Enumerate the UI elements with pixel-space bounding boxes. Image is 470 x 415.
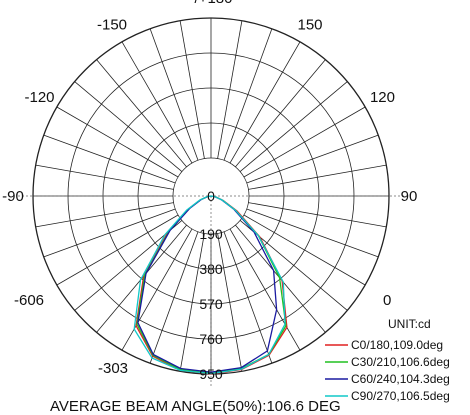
grid-spoke: [43, 134, 176, 184]
legend-entry: C30/210,106.6deg: [351, 355, 450, 369]
radial-label: 760: [199, 331, 223, 347]
grid-spoke: [229, 41, 301, 164]
grid-spoke: [96, 59, 187, 168]
grid-spoke: [217, 20, 243, 159]
grid-spoke: [43, 208, 176, 258]
grid-spoke: [217, 233, 243, 372]
beam-angle-footer: AVERAGE BEAM ANGLE(50%):106.6 DEG: [50, 398, 341, 415]
legend-entry: C60/240,104.3deg: [351, 372, 450, 386]
angle-label: -90: [2, 188, 24, 205]
grid-spoke: [223, 28, 273, 161]
grid-spoke: [243, 214, 366, 286]
grid-spoke: [246, 208, 379, 258]
axis-labels: -/+180 150 -150 120 -120 90 -90 0 190 380 570 760 95…: [2, 0, 417, 382]
grid-spoke: [179, 20, 205, 159]
grid-spoke: [243, 106, 366, 178]
curve-c90: [133, 195, 286, 375]
radial-label: 190: [199, 226, 223, 242]
grid-spoke: [229, 228, 301, 351]
grid-spoke: [235, 59, 326, 168]
angle-label: 90: [401, 188, 418, 205]
grid-spoke: [121, 228, 193, 351]
angle-label: 120: [370, 89, 395, 106]
unit-label: UNIT:cd: [388, 317, 431, 331]
intensity-curves: [133, 195, 288, 375]
grid-spoke: [239, 81, 348, 172]
radial-label: 0: [207, 188, 215, 204]
legend-entry: C0/180,109.0deg: [351, 338, 443, 352]
grid-spoke: [223, 231, 273, 364]
angle-label: -120: [25, 89, 55, 106]
grid-spoke: [179, 233, 205, 372]
grid-spoke: [149, 28, 199, 161]
side-label: -303: [98, 360, 128, 377]
grid-spoke: [121, 41, 193, 164]
side-label: 0: [383, 292, 391, 309]
side-label: -606: [14, 292, 44, 309]
radial-label: 950: [199, 366, 223, 382]
radial-label: 570: [199, 296, 223, 312]
grid-spoke: [35, 202, 174, 228]
grid-spoke: [56, 214, 179, 286]
angle-label: 150: [297, 17, 322, 34]
legend-entry: C90/270,106.5deg: [351, 389, 450, 403]
grid-spoke: [56, 106, 179, 178]
grid-spoke: [246, 134, 379, 184]
grid-spoke: [74, 81, 183, 172]
grid-spoke: [149, 231, 199, 364]
grid-spoke: [35, 164, 174, 190]
curve-c0: [135, 195, 288, 375]
grid-spoke: [248, 164, 387, 190]
grid-spoke: [248, 202, 387, 228]
angle-label: -/+180: [190, 0, 233, 7]
angle-label: -150: [97, 17, 127, 34]
legend: UNIT:cd C0/180,109.0deg C30/210,106.6deg C6…: [325, 317, 450, 403]
radial-label: 380: [199, 261, 223, 277]
